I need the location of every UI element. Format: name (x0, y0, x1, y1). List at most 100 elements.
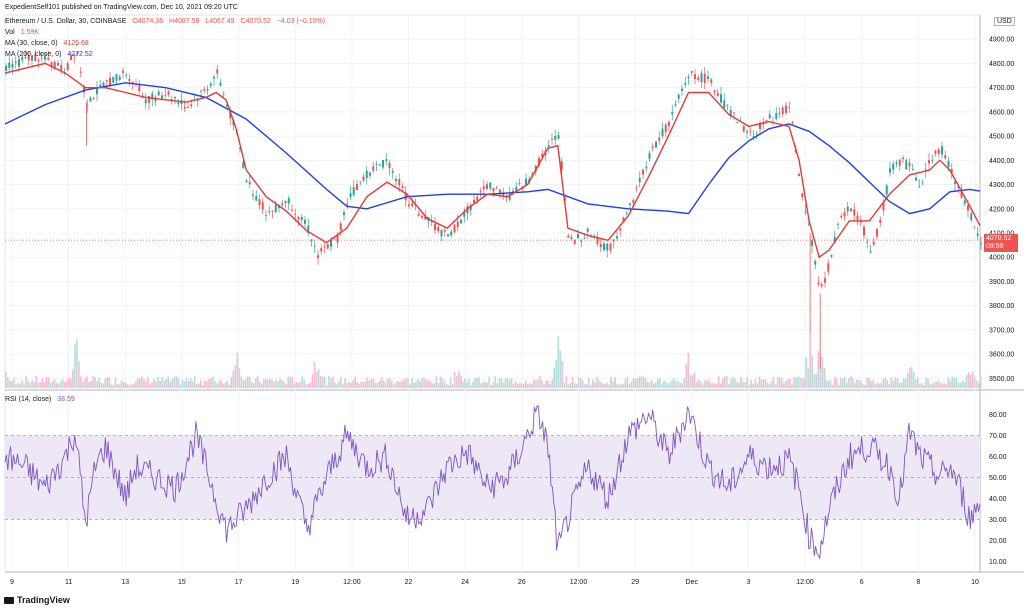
volume-bar (167, 376, 170, 388)
volume-bar (906, 372, 909, 388)
candle-body (421, 215, 423, 218)
volume-bar (910, 366, 913, 388)
candle-body (261, 202, 264, 210)
volume-bar (388, 378, 391, 388)
volume-bar (419, 381, 421, 388)
volume-bar (283, 381, 285, 388)
volume-bar (285, 383, 287, 388)
volume-bar (37, 382, 40, 388)
volume-bar (468, 379, 470, 388)
volume-bar (153, 379, 155, 388)
volume-bar (752, 383, 755, 388)
volume-bar (226, 380, 229, 388)
candle-body (752, 136, 755, 137)
ma30-label: MA (30, close, 0) (5, 40, 58, 47)
price-tick-label: 3600.00 (989, 352, 1014, 359)
volume-bar (236, 352, 239, 388)
candle-body (554, 136, 557, 140)
candle-body (632, 200, 635, 203)
time-tick-label: 24 (461, 579, 469, 586)
candle-body (970, 213, 973, 220)
volume-bar (608, 384, 610, 388)
candle-body (830, 254, 833, 257)
ohlc-low: L4067.49 (205, 18, 235, 25)
candle-body (44, 56, 46, 60)
volume-bar (120, 380, 123, 388)
candle-body (430, 221, 433, 223)
volume-bar (260, 383, 263, 388)
volume-bar (114, 377, 117, 388)
candle-body (265, 215, 267, 216)
volume-bar (354, 376, 356, 388)
candle-body (720, 94, 722, 103)
candle-body (746, 131, 748, 133)
candle-body (707, 76, 709, 79)
volume-bar (325, 384, 328, 388)
volume-bar (409, 384, 411, 388)
candle-body (382, 160, 384, 168)
candle-body (928, 160, 930, 164)
candle-body (668, 121, 670, 126)
volume-bar (9, 380, 11, 388)
candle-body (512, 190, 514, 193)
volume-bar (5, 371, 7, 388)
volume-bar (445, 384, 448, 388)
volume-bar (340, 376, 342, 388)
volume-bar (78, 361, 80, 388)
volume-bar (717, 376, 720, 388)
volume-bar (289, 376, 291, 388)
volume-bar (663, 380, 665, 388)
volume-bar (681, 383, 684, 388)
candle-body (96, 87, 98, 95)
volume-bar (650, 379, 653, 388)
volume-bar (821, 356, 824, 388)
candle-body (27, 55, 30, 60)
candle-body (469, 204, 472, 211)
volume-bar (744, 382, 746, 388)
candle-body (671, 111, 674, 115)
candle-body (960, 189, 963, 198)
candle-body (5, 66, 7, 71)
volume-bar (888, 384, 891, 388)
tradingview-logo[interactable]: TradingView (4, 595, 70, 605)
candle-body (583, 237, 586, 239)
candle-body (34, 54, 37, 61)
volume-bar (392, 384, 395, 388)
candle-body (424, 216, 427, 220)
volume-bar (65, 380, 68, 388)
volume-bar (963, 382, 966, 388)
candle-body (850, 208, 852, 212)
candle-body (635, 187, 638, 189)
volume-bar (638, 376, 641, 388)
volume-bar (189, 378, 192, 388)
volume-bar (315, 371, 318, 388)
volume-bar (305, 384, 308, 388)
volume-bar (437, 382, 440, 388)
volume-bar (652, 383, 655, 388)
volume-bar (819, 356, 822, 388)
volume-bar (350, 382, 352, 388)
volume-bar (449, 377, 452, 388)
candle-body (954, 181, 956, 184)
currency-label[interactable]: USD (994, 17, 1015, 26)
volume-bar (583, 384, 586, 388)
candle-body (713, 90, 716, 93)
published-by: ExpedientSelf101 published on TradingVie… (5, 4, 238, 11)
volume-bar (579, 377, 582, 388)
volume-bar (151, 382, 153, 388)
candle-body (183, 106, 186, 109)
volume-bar (82, 381, 84, 388)
candle-body (697, 77, 700, 80)
volume-bar (413, 382, 415, 388)
volume-bar (254, 378, 257, 388)
candle-body (330, 239, 332, 247)
candle-body (349, 193, 352, 197)
candle-body (980, 243, 982, 245)
candle-body (716, 92, 719, 97)
volume-bar (244, 379, 247, 388)
candle-body (53, 62, 56, 69)
candle-body (882, 202, 885, 211)
volume-bar (657, 378, 659, 388)
time-tick-label: 22 (405, 579, 413, 586)
